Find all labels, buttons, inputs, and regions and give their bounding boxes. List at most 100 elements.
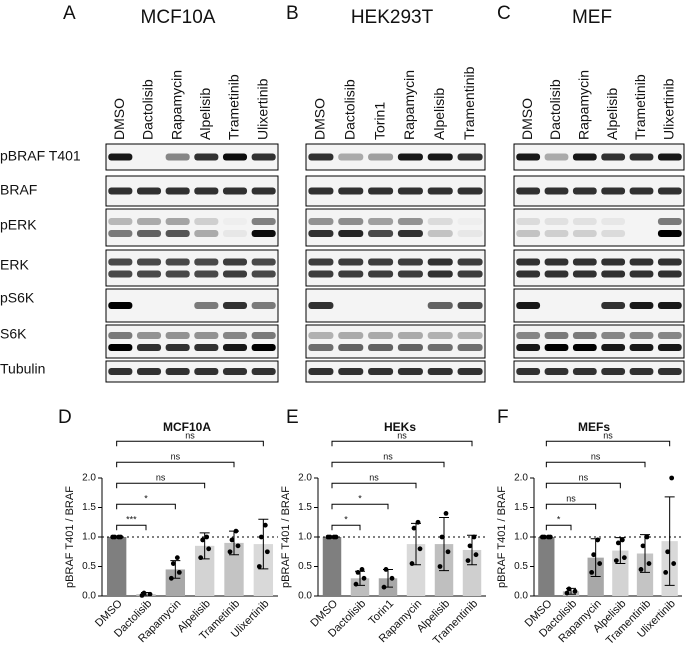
band [338, 153, 364, 161]
error-bar [258, 518, 269, 570]
band [458, 218, 483, 225]
data-point [361, 575, 367, 581]
y-axis-label: pBRAF T401 / BRAF [496, 486, 508, 588]
lane-label: Dactolisib [140, 79, 156, 140]
band [601, 230, 626, 237]
y-tick-label: 1.5 [298, 502, 312, 513]
band [457, 302, 483, 309]
blot-box [513, 249, 685, 287]
data-point [417, 546, 423, 552]
band [222, 270, 248, 278]
band [601, 270, 626, 278]
band [601, 368, 626, 375]
band [516, 258, 541, 266]
panel-letter: C [497, 3, 511, 24]
significance-label: * [144, 494, 148, 504]
band [223, 218, 247, 225]
band [544, 187, 569, 195]
significance-bracket [545, 461, 646, 468]
band [601, 344, 626, 351]
blot-box [513, 143, 685, 171]
row-label: ERK [0, 257, 29, 273]
y-tick-label: 2.0 [82, 473, 96, 484]
band [108, 258, 133, 266]
band [368, 270, 394, 278]
data-point [206, 546, 212, 552]
data-point [409, 561, 415, 566]
bar [253, 544, 274, 596]
significance-label: ns [171, 452, 181, 462]
significance-bracket [331, 482, 417, 489]
band [194, 270, 219, 278]
band [308, 230, 334, 237]
band [308, 258, 334, 266]
significance-label: ns [156, 473, 166, 483]
band [308, 187, 334, 195]
band [397, 270, 423, 278]
band [251, 270, 276, 278]
blot-box [513, 208, 685, 247]
y-tick-label: 0.0 [298, 591, 312, 602]
y-tick-label: 0.0 [82, 591, 96, 602]
band [165, 258, 190, 266]
blot-box [513, 175, 685, 207]
blot-box [305, 175, 486, 207]
band [544, 258, 569, 266]
data-point [258, 534, 264, 540]
lane-label: Trametinib [226, 74, 242, 140]
band [165, 368, 190, 375]
band [657, 258, 682, 266]
significance-bracket [116, 440, 264, 447]
band [544, 332, 569, 339]
band [601, 302, 626, 309]
data-point [381, 584, 387, 590]
band [516, 187, 541, 195]
significance-bracket [545, 503, 597, 510]
band [136, 332, 162, 339]
blot-box [305, 324, 486, 359]
data-point [355, 570, 361, 575]
y-tick-label: 1.5 [514, 502, 528, 513]
data-point [566, 586, 572, 592]
y-axis-label: pBRAF T401 / BRAF [280, 486, 292, 588]
band [338, 187, 364, 195]
blot-title: HEK293T [351, 7, 434, 28]
band [136, 344, 162, 351]
band [108, 368, 133, 375]
blot-title: MCF10A [141, 7, 216, 28]
row-label: Tubulin [0, 361, 45, 377]
blot-box [305, 360, 486, 383]
band [427, 332, 453, 339]
significance-label: * [344, 515, 348, 525]
data-point [262, 522, 268, 528]
blot-box [105, 143, 279, 171]
y-tick-label: 1.0 [82, 532, 96, 543]
band [108, 218, 133, 225]
significance-label: ns [603, 431, 613, 441]
band [657, 153, 682, 161]
band [368, 368, 394, 375]
band [194, 153, 219, 161]
band [544, 218, 569, 225]
bar [538, 537, 555, 596]
band [516, 302, 541, 309]
significance-bracket [331, 440, 473, 447]
data-point [264, 549, 270, 555]
lane-label: DMSO [312, 98, 328, 140]
band [251, 344, 276, 351]
significance-bracket [545, 440, 671, 447]
band [516, 368, 541, 375]
band [397, 332, 423, 339]
band [368, 332, 394, 339]
data-point [359, 567, 365, 572]
data-point [443, 511, 449, 516]
band [544, 368, 569, 375]
data-point [256, 564, 262, 569]
significance-bracket [116, 482, 206, 489]
band [572, 230, 597, 237]
error-bar [439, 517, 449, 572]
band [251, 302, 276, 309]
band [194, 187, 219, 195]
band [657, 302, 682, 309]
panel-letter: F [497, 407, 509, 428]
